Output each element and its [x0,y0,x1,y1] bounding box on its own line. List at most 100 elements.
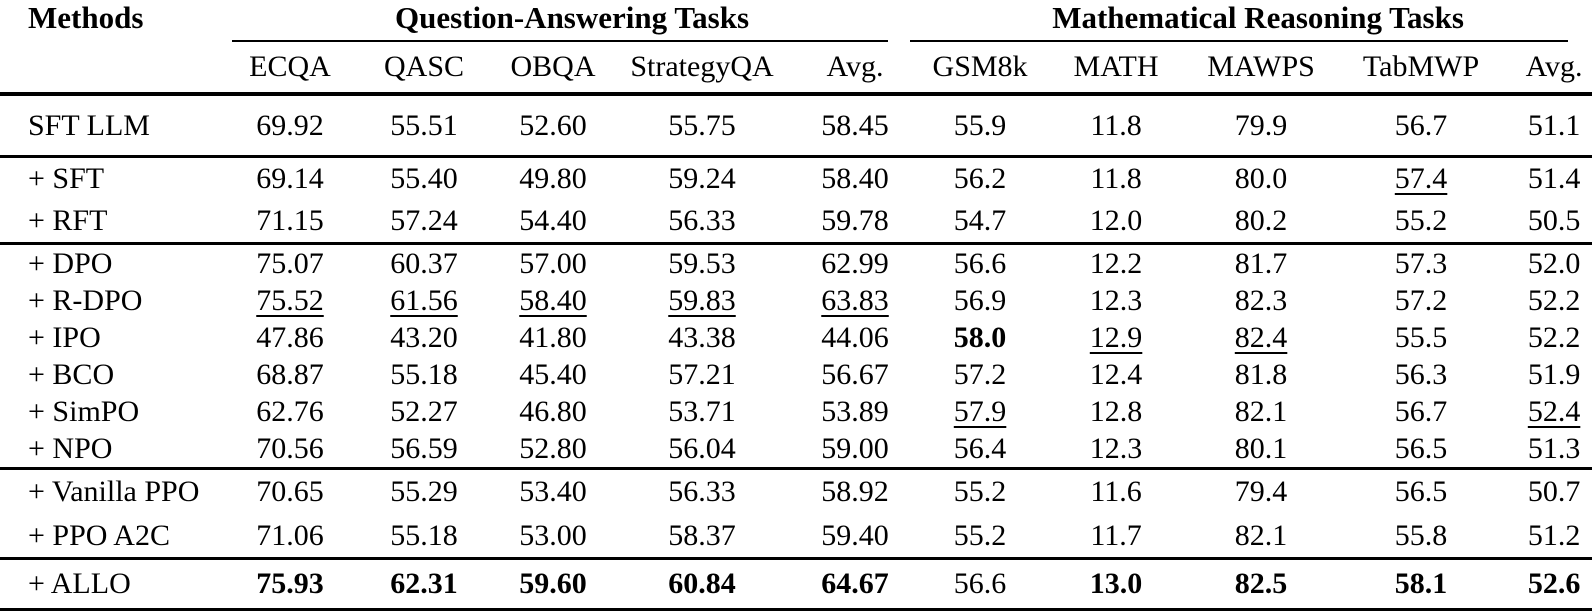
table-row: + Vanilla PPO 70.65 55.29 53.40 56.33 58… [0,469,1592,515]
value-cell: 81.8 [1234,357,1288,391]
table-row: + R-DPO 75.52 61.56 58.40 59.83 63.83 56… [0,282,1592,319]
value-cell: 58.1 [1326,558,1517,611]
value-cell: 57.00 [519,246,587,280]
value-cell: 51.9 [1527,357,1581,391]
value-cell: 58.45 [786,94,925,158]
value-cell: 80.1 [1196,430,1327,470]
value-cell: 63.83 [821,283,889,317]
value-cell: 61.56 [390,283,458,317]
col-header-obqa: OBQA [488,42,618,96]
value-cell: 12.0 [1036,200,1197,245]
table-row: + ALLO 75.93 62.31 59.60 60.84 64.67 56.… [0,558,1592,611]
group-header-qa: Question-Answering Tasks [220,0,924,42]
value-cell: 69.92 [220,94,360,158]
value-cell: 75.52 [256,283,324,317]
value-cell: 44.06 [821,320,889,354]
group-header-row: Methods Question-Answering Tasks Mathema… [0,0,1592,96]
group-header-math: Mathematical Reasoning Tasks [910,0,1592,42]
value-cell: 41.80 [519,320,587,354]
value-cell: 54.7 [924,200,1037,245]
table-row: + RFT 71.15 57.24 54.40 56.33 59.78 54.7… [0,200,1592,245]
value-cell: 57.24 [360,200,488,245]
value-cell: 56.6 [924,558,1037,611]
value-cell: 51.2 [1516,514,1592,560]
value-cell: 57.2 [953,357,1007,391]
value-cell: 55.8 [1326,514,1517,560]
value-cell: 56.04 [618,430,786,470]
value-cell: 57.21 [668,357,736,391]
value-cell: 56.5 [1326,430,1517,470]
value-cell: 56.59 [360,430,488,470]
value-cell: 59.83 [668,283,736,317]
value-cell: 55.75 [618,94,786,158]
value-cell: 57.4 [1394,162,1448,196]
value-cell: 58.0 [953,320,1007,354]
value-cell: 53.71 [668,394,736,428]
value-cell: 59.00 [786,430,925,470]
value-cell: 59.60 [488,558,618,611]
method-cell: + DPO [28,246,113,280]
value-cell: 51.3 [1516,430,1592,470]
table-row: + NPO 70.56 56.59 52.80 56.04 59.00 56.4… [0,430,1592,470]
value-cell: 62.31 [360,558,488,611]
value-cell: 13.0 [1036,558,1197,611]
value-cell: 80.2 [1196,200,1327,245]
value-cell: 80.0 [1234,162,1288,196]
value-cell: 55.2 [1326,200,1517,245]
value-cell: 82.3 [1234,283,1288,317]
value-cell: 68.87 [256,357,324,391]
value-cell: 59.40 [786,514,925,560]
methods-header: Methods [0,0,220,96]
value-cell: 82.1 [1196,514,1327,560]
value-cell: 52.2 [1527,283,1581,317]
value-cell: 57.3 [1394,246,1448,280]
value-cell: 82.5 [1196,558,1327,611]
table-row: + PPO A2C 71.06 55.18 53.00 58.37 59.40 … [0,514,1592,560]
value-cell: 12.8 [1089,394,1143,428]
value-cell: 47.86 [256,320,324,354]
value-cell: 55.29 [390,475,458,509]
value-cell: 46.80 [519,394,587,428]
value-cell: 71.15 [220,200,360,245]
value-cell: 56.7 [1394,394,1448,428]
value-cell: 69.14 [256,162,324,196]
value-cell: 11.7 [1036,514,1197,560]
value-cell: 75.93 [220,558,360,611]
method-cell: + PPO A2C [0,514,220,560]
value-cell: 55.40 [390,162,458,196]
value-cell: 52.60 [488,94,618,158]
value-cell: 55.18 [360,514,488,560]
value-cell: 56.33 [618,200,786,245]
value-cell: 59.24 [668,162,736,196]
value-cell: 52.2 [1527,320,1581,354]
value-cell: 55.2 [953,475,1007,509]
method-cell: SFT LLM [0,94,220,158]
col-header-ecqa: ECQA [220,42,360,96]
table-row: + SimPO 62.76 52.27 46.80 53.71 53.89 57… [0,393,1592,430]
table-body: SFT LLM 69.92 55.51 52.60 55.75 58.45 55… [0,94,1592,611]
method-cell: + R-DPO [28,283,143,317]
value-cell: 79.4 [1234,475,1288,509]
value-cell: 43.38 [668,320,736,354]
method-cell: + RFT [0,200,220,245]
value-cell: 58.40 [519,283,587,317]
col-header-strategyqa: StrategyQA [618,42,786,96]
value-cell: 62.99 [821,246,889,280]
method-cell: + SimPO [28,394,140,428]
value-cell: 58.37 [618,514,786,560]
col-header-qa-avg: Avg. [786,42,925,96]
col-header-math-avg: Avg. [1516,42,1592,96]
value-cell: 62.76 [256,394,324,428]
value-cell: 43.20 [390,320,458,354]
col-header-qasc: QASC [360,42,488,96]
value-cell: 55.18 [390,357,458,391]
table-row: + DPO 75.07 60.37 57.00 59.53 62.99 56.6… [0,244,1592,283]
method-cell: + ALLO [0,558,220,611]
value-cell: 57.2 [1394,283,1448,317]
value-cell: 50.7 [1527,475,1581,509]
value-cell: 54.40 [488,200,618,245]
value-cell: 56.7 [1326,94,1517,158]
value-cell: 11.8 [1090,162,1142,196]
col-header-math: MATH [1036,42,1197,96]
value-cell: 12.3 [1036,430,1197,470]
